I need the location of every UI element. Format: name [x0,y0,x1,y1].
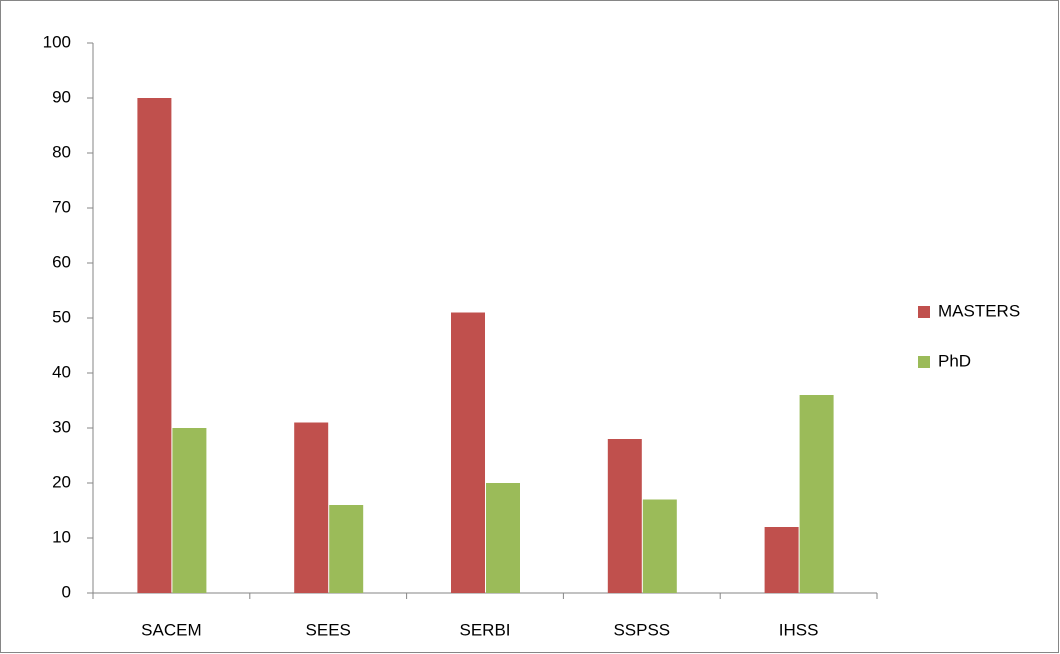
y-tick-label: 20 [52,472,71,491]
x-tick-label: SEES [306,620,351,639]
legend-swatch [918,306,930,318]
bar [294,422,329,593]
legend-label: PhD [938,351,971,370]
bar [764,527,799,593]
y-tick-label: 80 [52,142,71,161]
x-tick-label: IHSS [779,620,819,639]
x-tick-label: SACEM [141,620,201,639]
bar [172,428,207,593]
y-tick-label: 70 [52,197,71,216]
y-tick-label: 100 [43,32,71,51]
legend-label: MASTERS [938,301,1020,320]
y-tick-label: 10 [52,527,71,546]
y-tick-label: 50 [52,307,71,326]
bar [486,483,520,593]
y-tick-label: 90 [52,87,71,106]
y-tick-label: 60 [52,252,71,271]
x-tick-label: SERBI [459,620,510,639]
y-tick-label: 40 [52,362,71,381]
bar [451,312,485,593]
bar [799,395,834,593]
bar [607,439,642,593]
bar [329,505,364,593]
y-tick-label: 30 [52,417,71,436]
bar [137,98,172,593]
bar [642,499,677,593]
legend-swatch [918,356,930,368]
y-tick-label: 0 [62,582,71,601]
x-tick-label: SSPSS [613,620,670,639]
